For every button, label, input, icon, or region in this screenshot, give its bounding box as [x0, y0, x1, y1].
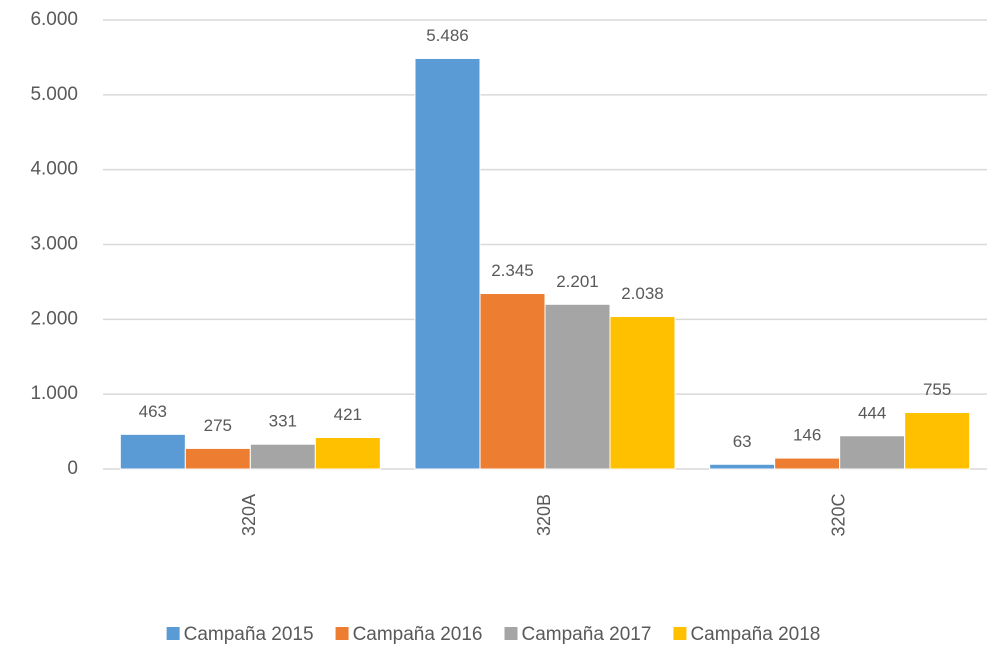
data-label: 275 [204, 416, 232, 435]
data-label: 2.038 [621, 284, 664, 303]
bar [479, 293, 546, 470]
bar [839, 435, 906, 470]
bar [544, 303, 611, 470]
legend-swatch [504, 627, 518, 640]
legend-swatch [673, 627, 687, 640]
bar [414, 57, 481, 470]
data-label: 444 [858, 403, 886, 422]
data-label: 63 [733, 432, 752, 451]
bar [709, 463, 776, 470]
x-tick-label: 320B [534, 494, 554, 536]
y-tick-label: 3.000 [30, 234, 78, 255]
data-label: 2.201 [556, 272, 599, 291]
bar [119, 433, 186, 470]
legend-label: Campaña 2016 [353, 624, 483, 645]
legend-label: Campaña 2018 [690, 624, 820, 645]
y-tick-label: 1.000 [30, 383, 78, 404]
x-tick-label: 320A [239, 494, 259, 536]
y-tick-label: 6.000 [30, 9, 78, 30]
bar [609, 315, 676, 470]
legend-swatch [335, 627, 349, 640]
data-label: 331 [269, 412, 297, 431]
data-label: 146 [793, 426, 821, 445]
data-label: 5.486 [426, 26, 469, 45]
bar [774, 457, 841, 470]
data-label: 463 [139, 402, 167, 421]
x-tick-label: 320C [828, 493, 848, 536]
bar [904, 412, 971, 470]
data-label: 421 [334, 405, 362, 424]
bar [249, 443, 316, 470]
data-label: 2.345 [491, 261, 534, 280]
bar [184, 447, 251, 470]
y-tick-label: 2.000 [30, 308, 78, 329]
legend-label: Campaña 2015 [184, 624, 314, 645]
y-tick-label: 5.000 [30, 84, 78, 105]
legend-swatch [166, 627, 180, 640]
bar [314, 436, 381, 470]
y-tick-label: 4.000 [30, 159, 78, 180]
y-tick-label: 0 [67, 458, 78, 479]
legend: Campaña 2015 Campaña 2016 Campaña 2017 Camp… [166, 624, 820, 645]
data-label: 755 [923, 380, 951, 399]
legend-label: Campaña 2017 [522, 624, 652, 645]
